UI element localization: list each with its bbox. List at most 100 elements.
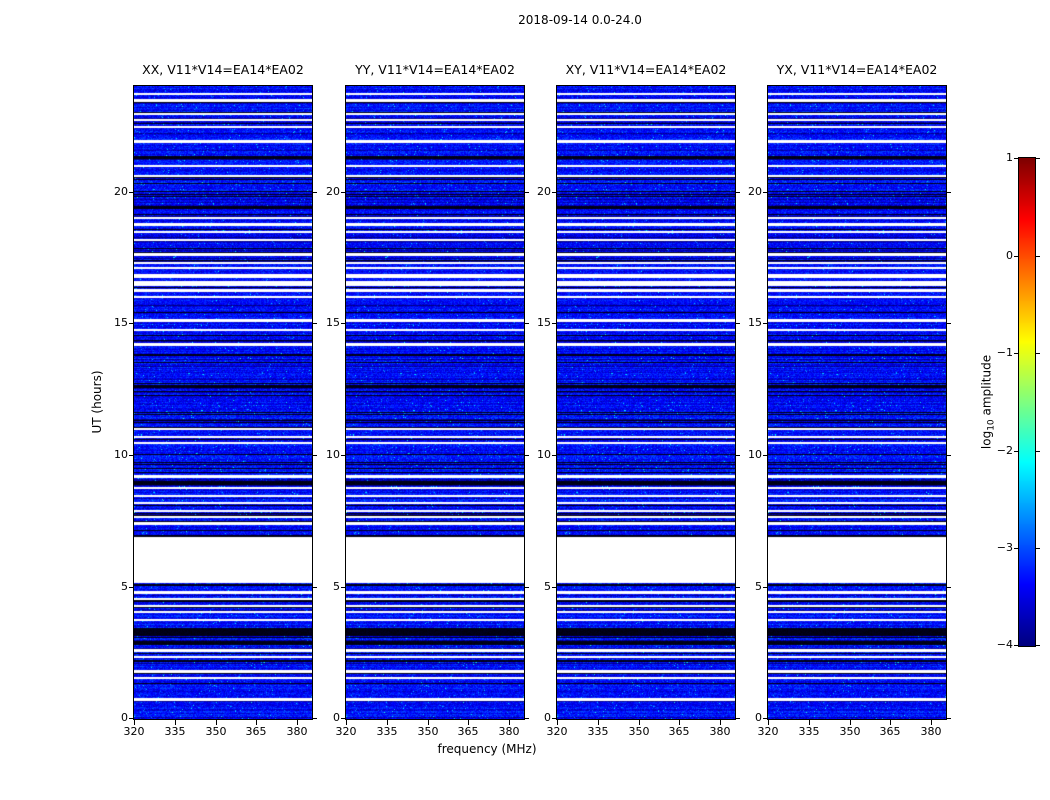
y-tick — [763, 323, 767, 324]
y-tick-label: 0 — [333, 711, 340, 724]
y-tick — [736, 718, 740, 719]
x-tick — [256, 720, 257, 725]
x-tick-label: 320 — [335, 725, 357, 738]
x-tick — [134, 720, 135, 725]
y-tick-label: 0 — [755, 711, 762, 724]
colorbar-tick — [1036, 256, 1040, 257]
y-tick — [947, 587, 951, 588]
figure-title: 2018-09-14 0.0-24.0 — [518, 13, 642, 27]
waterfall-heatmap-xx — [134, 86, 312, 719]
y-tick — [763, 587, 767, 588]
panel-title-yy: YY, V11*V14=EA14*EA02 — [355, 62, 515, 77]
panel-yy: YY, V11*V14=EA14*EA02 0 5 10 15 20 320 335 350 3… — [326, 62, 529, 738]
y-tick-label: 20 — [326, 185, 340, 198]
y-tick — [736, 323, 740, 324]
y-tick — [313, 587, 317, 588]
x-tick-label: 320 — [123, 725, 145, 738]
waterfall-heatmap-xy — [557, 86, 735, 719]
colorbar-label-suffix: amplitude — [979, 354, 994, 420]
x-tick-label: 380 — [498, 725, 520, 738]
x-tick-label: 335 — [587, 725, 609, 738]
panel-title-xy: XY, V11*V14=EA14*EA02 — [565, 62, 727, 77]
y-tick — [313, 323, 317, 324]
colorbar-tick — [1036, 451, 1040, 452]
y-tick — [341, 587, 345, 588]
y-tick — [341, 323, 345, 324]
x-tick — [768, 720, 769, 725]
x-tick-label: 335 — [376, 725, 398, 738]
y-tick — [313, 455, 317, 456]
y-tick — [736, 455, 740, 456]
panel-title-yx: YX, V11*V14=EA14*EA02 — [776, 62, 938, 77]
y-tick — [129, 718, 133, 719]
y-tick — [763, 455, 767, 456]
y-tick — [947, 718, 951, 719]
y-tick-label: 10 — [326, 448, 340, 461]
panel-xx: XX, V11*V14=EA14*EA02 0 5 10 15 20 320 335 350 3… — [114, 62, 317, 738]
x-tick — [639, 720, 640, 725]
x-tick-label: 380 — [286, 725, 308, 738]
y-tick — [341, 455, 345, 456]
x-tick — [850, 720, 851, 725]
y-tick — [947, 323, 951, 324]
x-tick — [175, 720, 176, 725]
x-tick-label: 365 — [668, 725, 690, 738]
colorbar-tick-label: −4 — [996, 638, 1013, 651]
y-tick — [525, 323, 529, 324]
x-tick-label: 320 — [757, 725, 779, 738]
y-tick — [947, 192, 951, 193]
x-tick — [598, 720, 599, 725]
x-tick — [557, 720, 558, 725]
colorbar-tick — [1014, 256, 1018, 257]
x-tick — [890, 720, 891, 725]
x-tick — [809, 720, 810, 725]
x-tick — [720, 720, 721, 725]
x-tick — [297, 720, 298, 725]
y-tick-label: 15 — [748, 316, 762, 329]
y-tick — [736, 192, 740, 193]
x-tick — [679, 720, 680, 725]
x-tick — [346, 720, 347, 725]
waterfall-heatmap-yx — [768, 86, 946, 719]
colorbar-tick-label: 0 — [1006, 249, 1013, 262]
y-tick-label: 0 — [544, 711, 551, 724]
y-tick-label: 20 — [114, 185, 128, 198]
y-tick — [129, 587, 133, 588]
x-tick — [428, 720, 429, 725]
x-tick-label: 320 — [546, 725, 568, 738]
colorbar-label-subscript: 10 — [986, 419, 997, 431]
panel-xy: XY, V11*V14=EA14*EA02 0 5 10 15 20 320 335 350 3… — [537, 62, 740, 738]
y-tick-label: 10 — [537, 448, 551, 461]
y-tick — [129, 455, 133, 456]
waterfall-heatmap-yy — [346, 86, 524, 719]
x-axis-label: frequency (MHz) — [437, 742, 537, 756]
y-tick — [552, 718, 556, 719]
y-tick — [525, 192, 529, 193]
x-tick-label: 365 — [879, 725, 901, 738]
y-tick — [129, 192, 133, 193]
y-tick-label: 20 — [748, 185, 762, 198]
y-tick-label: 15 — [326, 316, 340, 329]
y-tick-label: 5 — [755, 580, 762, 593]
x-tick-label: 335 — [798, 725, 820, 738]
colorbar-tick — [1014, 548, 1018, 549]
x-tick-label: 365 — [457, 725, 479, 738]
x-tick-label: 365 — [245, 725, 267, 738]
colorbar-tick — [1014, 451, 1018, 452]
x-tick — [931, 720, 932, 725]
y-tick-label: 20 — [537, 185, 551, 198]
y-tick-label: 5 — [544, 580, 551, 593]
x-tick — [468, 720, 469, 725]
y-axis-label: UT (hours) — [90, 370, 104, 434]
x-tick-label: 380 — [709, 725, 731, 738]
colorbar-tick-label: −3 — [996, 541, 1013, 554]
y-tick — [525, 455, 529, 456]
panel-yx: YX, V11*V14=EA14*EA02 0 5 10 15 20 320 335 350 3… — [748, 62, 951, 738]
x-tick — [216, 720, 217, 725]
x-tick-label: 350 — [417, 725, 439, 738]
y-tick-label: 15 — [114, 316, 128, 329]
colorbar: 1 0 −1 −2 −3 −4 — [997, 151, 1040, 651]
y-tick-label: 5 — [333, 580, 340, 593]
colorbar-label: log10 amplitude — [979, 355, 996, 449]
